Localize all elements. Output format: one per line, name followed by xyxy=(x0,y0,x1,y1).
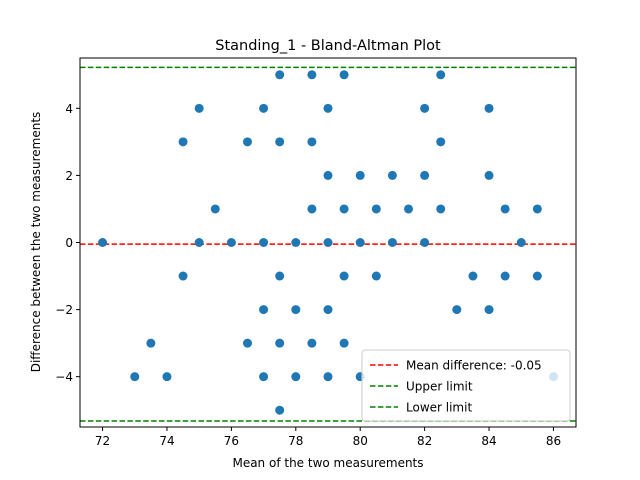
legend-label: Lower limit xyxy=(406,401,472,415)
legend-label: Mean difference: -0.05 xyxy=(406,359,542,373)
y-tick-label: −2 xyxy=(55,303,73,317)
y-tick-label: 0 xyxy=(65,236,73,250)
data-point xyxy=(484,103,494,113)
x-tick-label: 72 xyxy=(95,434,110,448)
data-point xyxy=(130,372,140,382)
data-point xyxy=(355,170,365,180)
data-point xyxy=(323,305,333,315)
data-point xyxy=(307,338,317,348)
data-point xyxy=(532,271,542,281)
data-point xyxy=(275,70,285,80)
data-point xyxy=(178,271,188,281)
data-point xyxy=(436,204,446,214)
legend-box xyxy=(361,349,571,422)
data-point xyxy=(516,238,526,247)
data-point xyxy=(420,238,430,247)
data-point xyxy=(178,137,188,147)
x-tick-label: 78 xyxy=(288,434,303,448)
chart-title: Standing_1 - Bland-Altman Plot xyxy=(215,38,441,54)
y-tick-label: 4 xyxy=(65,102,73,116)
legend-label: Upper limit xyxy=(406,380,473,394)
data-point xyxy=(323,103,333,113)
y-tick-label: 2 xyxy=(65,169,73,183)
y-axis-label: Difference between the two measurements xyxy=(29,112,43,373)
data-point xyxy=(452,305,462,315)
data-point xyxy=(146,338,156,348)
data-point xyxy=(323,372,333,382)
data-point xyxy=(226,238,236,247)
x-tick-label: 84 xyxy=(481,434,496,448)
data-point xyxy=(323,238,333,247)
data-point xyxy=(275,405,285,415)
data-point xyxy=(242,137,252,147)
x-tick-label: 80 xyxy=(353,434,368,448)
data-point xyxy=(387,238,397,247)
x-tick-label: 82 xyxy=(417,434,432,448)
data-point xyxy=(194,238,204,247)
data-point xyxy=(500,271,510,281)
data-point xyxy=(259,372,269,382)
x-axis-label: Mean of the two measurements xyxy=(232,456,423,470)
data-point xyxy=(259,238,269,247)
x-tick-label: 74 xyxy=(159,434,174,448)
data-point xyxy=(275,271,285,281)
y-tick-label: −4 xyxy=(55,370,73,384)
data-point xyxy=(339,338,349,348)
data-point xyxy=(307,204,317,214)
data-point xyxy=(500,204,510,214)
data-point xyxy=(339,70,349,80)
data-point xyxy=(484,305,494,315)
data-point xyxy=(98,238,108,247)
x-tick-label: 76 xyxy=(224,434,239,448)
data-point xyxy=(436,70,446,80)
data-point xyxy=(291,305,301,315)
data-point xyxy=(420,103,430,113)
data-point xyxy=(162,372,172,382)
data-point xyxy=(275,137,285,147)
data-point xyxy=(371,204,381,214)
plot-area: 72 74 76 78 80 82 84 86 −4 −2 0 2 4 Mean difference: … xyxy=(55,57,577,448)
data-point xyxy=(404,204,414,214)
data-point xyxy=(275,338,285,348)
data-point xyxy=(291,238,301,247)
data-point xyxy=(420,170,430,180)
x-tick-label: 86 xyxy=(546,434,561,448)
data-point xyxy=(323,170,333,180)
data-point xyxy=(339,271,349,281)
data-point xyxy=(307,70,317,80)
data-point xyxy=(259,305,269,315)
data-point xyxy=(210,204,220,214)
data-point xyxy=(259,103,269,113)
data-point xyxy=(355,238,365,247)
data-point xyxy=(484,170,494,180)
data-point xyxy=(532,204,542,214)
data-point xyxy=(436,137,446,147)
data-point xyxy=(194,103,204,113)
data-point xyxy=(291,372,301,382)
data-point xyxy=(242,338,252,348)
data-point xyxy=(371,271,381,281)
data-point xyxy=(468,271,478,281)
data-point xyxy=(307,137,317,147)
data-point xyxy=(339,204,349,214)
data-point xyxy=(387,170,397,180)
